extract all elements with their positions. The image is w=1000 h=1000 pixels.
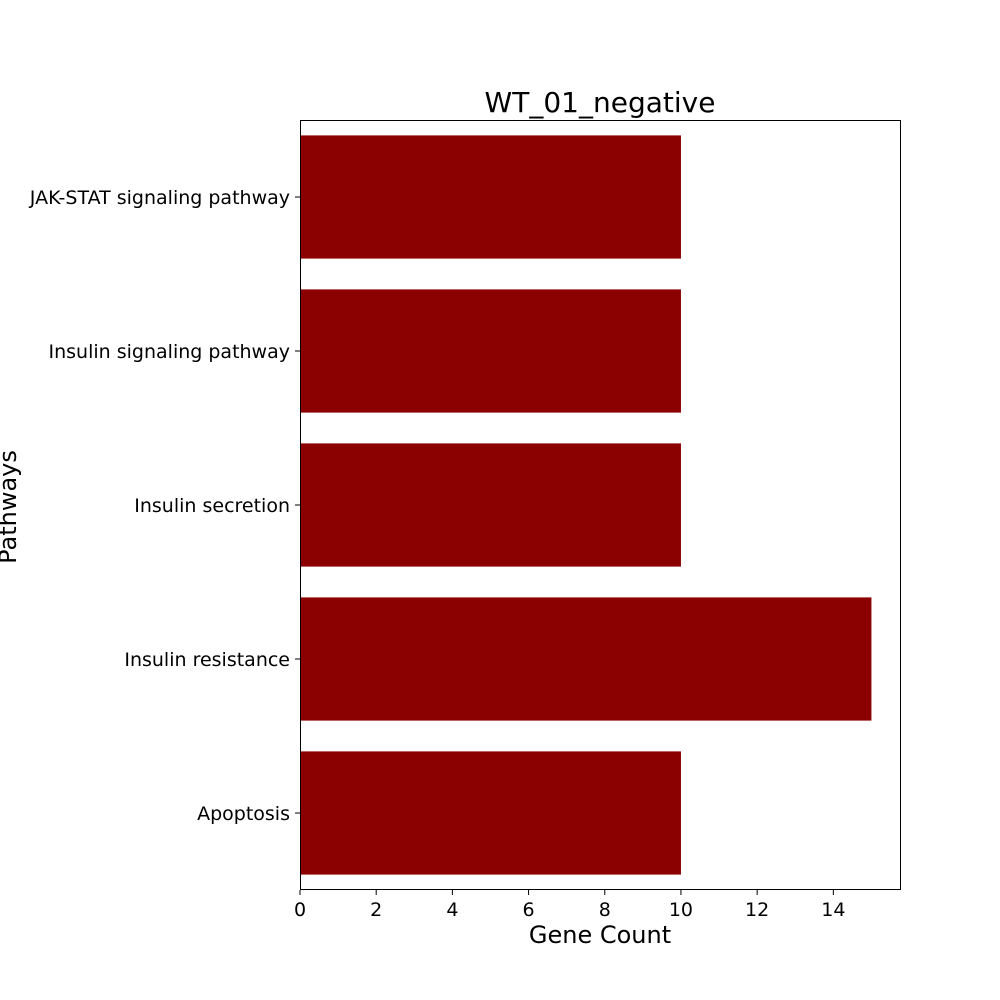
x-tick-label: 10 [669, 899, 693, 921]
x-axis-ticks: 0 2 4 6 8 10 12 14 [294, 890, 845, 921]
x-tick-label: 2 [370, 899, 382, 921]
y-tick-label: Insulin resistance [124, 649, 290, 671]
x-tick-label: 4 [446, 899, 458, 921]
y-axis-ticks: Apoptosis Insulin resistance Insulin secre… [29, 187, 300, 825]
y-tick-label: JAK-STAT signaling pathway [29, 187, 290, 209]
x-tick-label: 14 [821, 899, 845, 921]
chart-title: WT_01_negative [485, 86, 716, 119]
x-tick-label: 8 [599, 899, 611, 921]
x-tick-label: 0 [294, 899, 306, 921]
bar [300, 597, 872, 721]
x-tick-label: 6 [523, 899, 535, 921]
y-tick-label: Insulin secretion [134, 495, 290, 517]
bar [300, 135, 681, 259]
x-axis-label: Gene Count [529, 921, 671, 949]
y-tick-label: Insulin signaling pathway [49, 341, 290, 363]
bar [300, 289, 681, 413]
plot-frame [300, 120, 901, 890]
y-tick-label: Apoptosis [197, 803, 290, 825]
y-axis-label: Pathways [0, 450, 22, 564]
bars-group [300, 135, 872, 875]
bar [300, 751, 681, 875]
x-tick-label: 12 [745, 899, 769, 921]
bar [300, 443, 681, 567]
